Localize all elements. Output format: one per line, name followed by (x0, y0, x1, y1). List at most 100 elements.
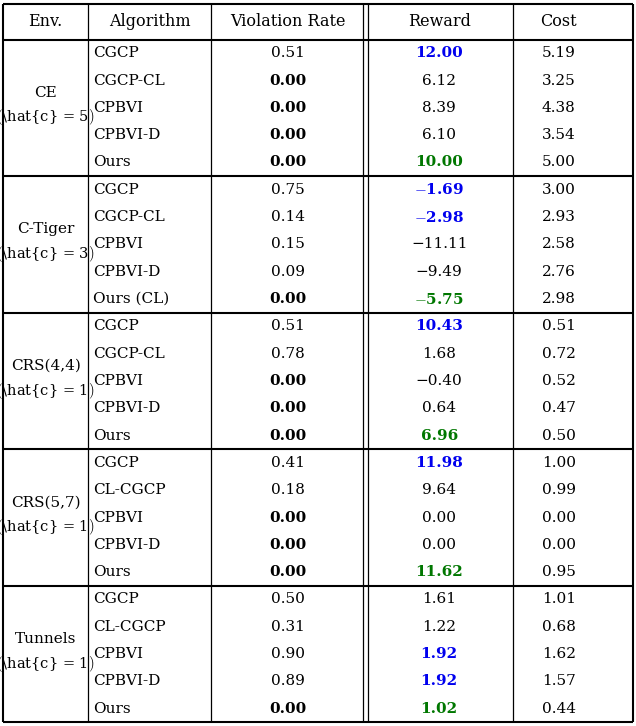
Text: 1.02: 1.02 (420, 702, 458, 716)
Text: 1.92: 1.92 (420, 647, 458, 661)
Text: $-$1.69: $-$1.69 (414, 182, 464, 197)
Text: 0.00: 0.00 (542, 510, 576, 524)
Text: CPBVI: CPBVI (93, 647, 143, 661)
Text: 0.15: 0.15 (271, 237, 305, 251)
Text: 0.51: 0.51 (271, 46, 305, 60)
Text: 10.00: 10.00 (415, 155, 463, 169)
Text: $($\hat{c} = 1$)$: $($\hat{c} = 1$)$ (0, 653, 95, 674)
Text: Ours: Ours (93, 702, 131, 716)
Text: 0.50: 0.50 (271, 592, 305, 606)
Text: 0.00: 0.00 (270, 565, 307, 579)
Text: CGCP-CL: CGCP-CL (93, 210, 165, 224)
Text: 12.00: 12.00 (415, 46, 463, 60)
Text: Algorithm: Algorithm (109, 13, 190, 30)
Text: CGCP: CGCP (93, 46, 139, 60)
Text: 0.00: 0.00 (270, 510, 307, 524)
Text: 0.00: 0.00 (270, 292, 307, 306)
Text: Violation Rate: Violation Rate (230, 13, 346, 30)
Text: 0.99: 0.99 (542, 484, 576, 497)
Text: CPBVI: CPBVI (93, 237, 143, 251)
Text: Ours: Ours (93, 565, 131, 579)
Text: 0.00: 0.00 (270, 428, 307, 443)
Text: $($\hat{c} = 3$)$: $($\hat{c} = 3$)$ (0, 244, 95, 264)
Text: CL-CGCP: CL-CGCP (93, 620, 166, 634)
Text: 0.00: 0.00 (270, 101, 307, 115)
Text: 0.95: 0.95 (542, 565, 576, 579)
Text: CGCP: CGCP (93, 456, 139, 470)
Text: CGCP-CL: CGCP-CL (93, 346, 165, 361)
Text: 0.00: 0.00 (270, 702, 307, 716)
Text: 1.92: 1.92 (420, 674, 458, 688)
Text: CRS(4,4): CRS(4,4) (11, 359, 81, 373)
Text: 0.00: 0.00 (270, 155, 307, 169)
Text: −9.49: −9.49 (416, 265, 462, 279)
Text: 4.38: 4.38 (542, 101, 576, 115)
Text: CPBVI-D: CPBVI-D (93, 401, 161, 415)
Text: 0.89: 0.89 (271, 674, 305, 688)
Text: 1.57: 1.57 (542, 674, 576, 688)
Text: 8.39: 8.39 (422, 101, 456, 115)
Text: $($\hat{c} = 1$)$: $($\hat{c} = 1$)$ (0, 380, 95, 401)
Text: CPBVI-D: CPBVI-D (93, 265, 161, 279)
Text: CPBVI-D: CPBVI-D (93, 538, 161, 552)
Text: 0.00: 0.00 (270, 129, 307, 142)
Text: Cost: Cost (541, 13, 577, 30)
Text: CPBVI: CPBVI (93, 374, 143, 388)
Text: Reward: Reward (408, 13, 471, 30)
Text: 0.14: 0.14 (271, 210, 305, 224)
Text: CGCP: CGCP (93, 592, 139, 606)
Text: 0.51: 0.51 (271, 319, 305, 333)
Text: 0.00: 0.00 (422, 510, 456, 524)
Text: $-$2.98: $-$2.98 (414, 210, 464, 224)
Text: 0.31: 0.31 (271, 620, 305, 634)
Text: 3.00: 3.00 (542, 183, 576, 197)
Text: 1.00: 1.00 (542, 456, 576, 470)
Text: −11.11: −11.11 (411, 237, 467, 251)
Text: Ours: Ours (93, 428, 131, 443)
Text: 1.22: 1.22 (422, 620, 456, 634)
Text: 6.96: 6.96 (420, 428, 458, 443)
Text: 5.00: 5.00 (542, 155, 576, 169)
Text: $($\hat{c} = 5$)$: $($\hat{c} = 5$)$ (0, 107, 95, 127)
Text: 0.00: 0.00 (270, 401, 307, 415)
Text: CL-CGCP: CL-CGCP (93, 484, 166, 497)
Text: $-$5.75: $-$5.75 (414, 292, 464, 306)
Text: 0.68: 0.68 (542, 620, 576, 634)
Text: 0.64: 0.64 (422, 401, 456, 415)
Text: Env.: Env. (29, 13, 63, 30)
Text: 2.76: 2.76 (542, 265, 576, 279)
Text: 0.47: 0.47 (542, 401, 576, 415)
Text: 6.12: 6.12 (422, 73, 456, 88)
Text: 0.00: 0.00 (542, 538, 576, 552)
Text: 11.62: 11.62 (415, 565, 463, 579)
Text: Tunnels: Tunnels (15, 632, 76, 646)
Text: 1.68: 1.68 (422, 346, 456, 361)
Text: 0.00: 0.00 (270, 538, 307, 552)
Text: CPBVI-D: CPBVI-D (93, 129, 161, 142)
Text: 0.00: 0.00 (422, 538, 456, 552)
Text: 1.01: 1.01 (542, 592, 576, 606)
Text: CPBVI-D: CPBVI-D (93, 674, 161, 688)
Text: 11.98: 11.98 (415, 456, 463, 470)
Text: 5.19: 5.19 (542, 46, 576, 60)
Text: 0.50: 0.50 (542, 428, 576, 443)
Text: CGCP: CGCP (93, 319, 139, 333)
Text: 0.44: 0.44 (542, 702, 576, 716)
Text: 0.18: 0.18 (271, 484, 305, 497)
Text: C-Tiger: C-Tiger (17, 222, 74, 237)
Text: 0.00: 0.00 (270, 73, 307, 88)
Text: 0.52: 0.52 (542, 374, 576, 388)
Text: 6.10: 6.10 (422, 129, 456, 142)
Text: CE: CE (34, 86, 57, 100)
Text: 0.00: 0.00 (270, 374, 307, 388)
Text: −0.40: −0.40 (416, 374, 462, 388)
Text: CGCP: CGCP (93, 183, 139, 197)
Text: 1.61: 1.61 (422, 592, 456, 606)
Text: Ours (CL): Ours (CL) (93, 292, 170, 306)
Text: 0.09: 0.09 (271, 265, 305, 279)
Text: CGCP-CL: CGCP-CL (93, 73, 165, 88)
Text: 0.51: 0.51 (542, 319, 576, 333)
Text: 0.72: 0.72 (542, 346, 576, 361)
Text: 2.58: 2.58 (542, 237, 576, 251)
Text: 1.62: 1.62 (542, 647, 576, 661)
